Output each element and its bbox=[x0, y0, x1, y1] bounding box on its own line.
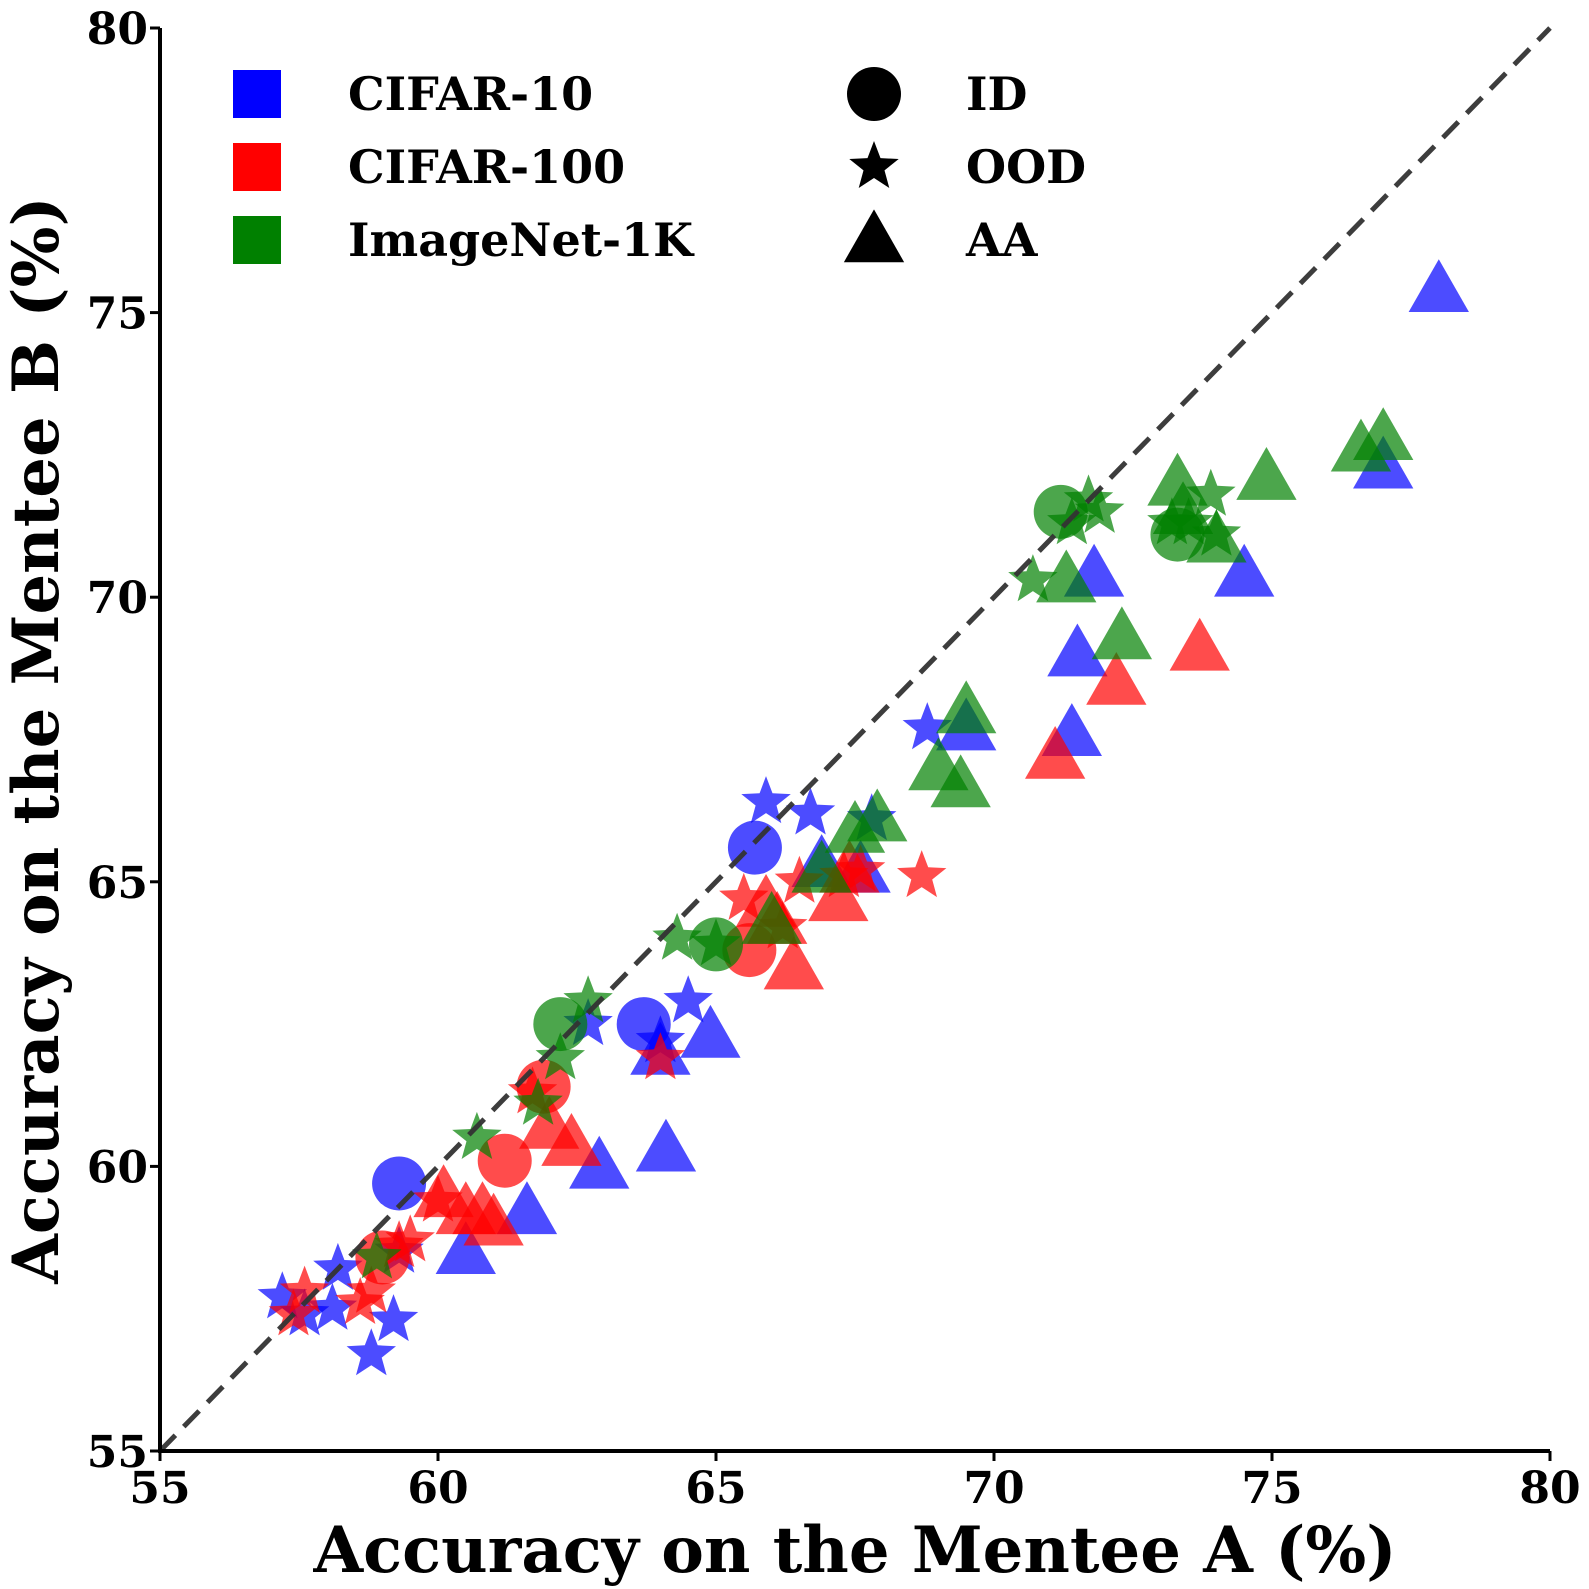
x-axis-ticks: 55 60 65 70 75 80 bbox=[129, 1451, 1581, 1514]
data-point-ood bbox=[257, 1271, 307, 1319]
data-point-id bbox=[533, 997, 588, 1052]
data-point-ood bbox=[535, 1032, 585, 1080]
data-point-aa bbox=[463, 1192, 524, 1246]
data-point-id bbox=[727, 820, 782, 875]
legend-label: AA bbox=[965, 213, 1039, 267]
legend-swatch bbox=[233, 70, 281, 118]
data-point-ood bbox=[346, 1328, 396, 1376]
data-point-ood bbox=[741, 776, 791, 824]
data-point-ood bbox=[352, 1231, 402, 1279]
y-tick-label: 80 bbox=[87, 4, 148, 55]
data-point-ood bbox=[663, 975, 713, 1023]
y-axis-title: Accuracy on the Mentee B (%) bbox=[0, 196, 74, 1284]
data-point-aa bbox=[936, 680, 997, 734]
data-point-ood bbox=[691, 918, 741, 966]
data-point-ood bbox=[1186, 468, 1236, 516]
x-tick-label: 80 bbox=[1519, 1463, 1580, 1514]
data-point-ood bbox=[635, 1032, 686, 1080]
data-point-aa bbox=[847, 788, 908, 842]
data-point-ood bbox=[385, 1214, 435, 1262]
data-point-aa bbox=[496, 1181, 558, 1235]
data-point-ood bbox=[279, 1265, 330, 1313]
legend: CIFAR-10 CIFAR-100 ImageNet-1K ID OOD AA bbox=[233, 67, 1086, 267]
data-point-id bbox=[372, 1156, 427, 1211]
data-point-aa bbox=[1091, 606, 1153, 660]
data-point-aa bbox=[1025, 725, 1086, 779]
data-point-aa bbox=[763, 936, 824, 990]
legend-marker-id bbox=[847, 67, 901, 121]
data-point-aa bbox=[1036, 549, 1097, 603]
data-point-ood bbox=[563, 975, 613, 1023]
legend-marker-ood bbox=[849, 141, 899, 188]
plot-area bbox=[257, 259, 1469, 1376]
data-point-ood bbox=[1074, 485, 1125, 533]
data-point-ood bbox=[785, 787, 836, 835]
data-point-aa bbox=[741, 891, 802, 944]
y-tick-label: 60 bbox=[87, 1142, 148, 1193]
y-axis-ticks: 55 60 65 70 75 80 bbox=[87, 4, 160, 1478]
data-point-ood bbox=[268, 1288, 319, 1336]
series-cifar-100-id bbox=[355, 923, 777, 1285]
data-point-ood bbox=[897, 850, 947, 898]
data-point-aa bbox=[1169, 617, 1230, 671]
legend-swatch bbox=[233, 143, 281, 191]
legend-label: ID bbox=[966, 67, 1027, 121]
data-point-aa bbox=[1236, 447, 1297, 500]
data-point-ood bbox=[507, 1066, 558, 1114]
data-point-ood bbox=[1008, 554, 1058, 602]
data-point-ood bbox=[719, 872, 769, 920]
x-tick-label: 75 bbox=[1241, 1463, 1302, 1514]
data-point-aa bbox=[1086, 651, 1147, 705]
data-point-aa bbox=[680, 1004, 741, 1058]
x-tick-label: 65 bbox=[685, 1463, 746, 1514]
data-point-aa bbox=[1408, 259, 1469, 313]
data-point-aa bbox=[1186, 509, 1247, 563]
data-point-ood bbox=[563, 998, 613, 1046]
data-point-ood bbox=[368, 1294, 419, 1342]
data-point-ood bbox=[902, 702, 952, 750]
legend-label: OOD bbox=[966, 140, 1086, 194]
data-point-ood bbox=[652, 912, 702, 960]
y-tick-label: 70 bbox=[87, 573, 148, 624]
x-tick-label: 60 bbox=[407, 1463, 468, 1514]
data-point-ood bbox=[513, 1077, 563, 1125]
data-point-aa bbox=[1353, 407, 1414, 461]
data-point-ood bbox=[452, 1111, 502, 1159]
legend-label: CIFAR-10 bbox=[348, 67, 593, 121]
data-point-aa bbox=[1152, 481, 1214, 535]
legend-swatch bbox=[233, 216, 281, 264]
data-point-aa bbox=[1214, 543, 1275, 597]
x-tick-label: 70 bbox=[963, 1463, 1024, 1514]
data-point-aa bbox=[435, 1221, 496, 1275]
data-point-ood bbox=[307, 1282, 358, 1330]
y-tick-label: 65 bbox=[87, 858, 148, 909]
data-point-id bbox=[477, 1133, 532, 1188]
data-point-aa bbox=[791, 839, 852, 893]
data-point-aa bbox=[930, 754, 991, 808]
data-point-aa bbox=[1047, 623, 1108, 677]
data-point-aa bbox=[541, 1113, 602, 1166]
data-point-ood bbox=[346, 1265, 396, 1313]
legend-label: ImageNet-1K bbox=[348, 213, 695, 267]
y-tick-label: 75 bbox=[87, 289, 148, 340]
data-point-ood bbox=[374, 1220, 424, 1268]
series-imagenet-1k-aa bbox=[741, 407, 1414, 944]
data-point-aa bbox=[635, 1118, 697, 1172]
identity-reference-line bbox=[158, 26, 1552, 1453]
data-point-aa bbox=[1147, 452, 1208, 506]
x-axis-title: Accuracy on the Mentee A (%) bbox=[312, 1513, 1396, 1588]
data-point-aa bbox=[808, 868, 869, 922]
series-cifar-100-aa bbox=[413, 617, 1230, 1246]
legend-label: CIFAR-100 bbox=[348, 140, 625, 194]
legend-marker-aa bbox=[843, 209, 905, 263]
y-tick-label: 55 bbox=[87, 1427, 148, 1478]
x-tick-label: 55 bbox=[129, 1463, 190, 1514]
